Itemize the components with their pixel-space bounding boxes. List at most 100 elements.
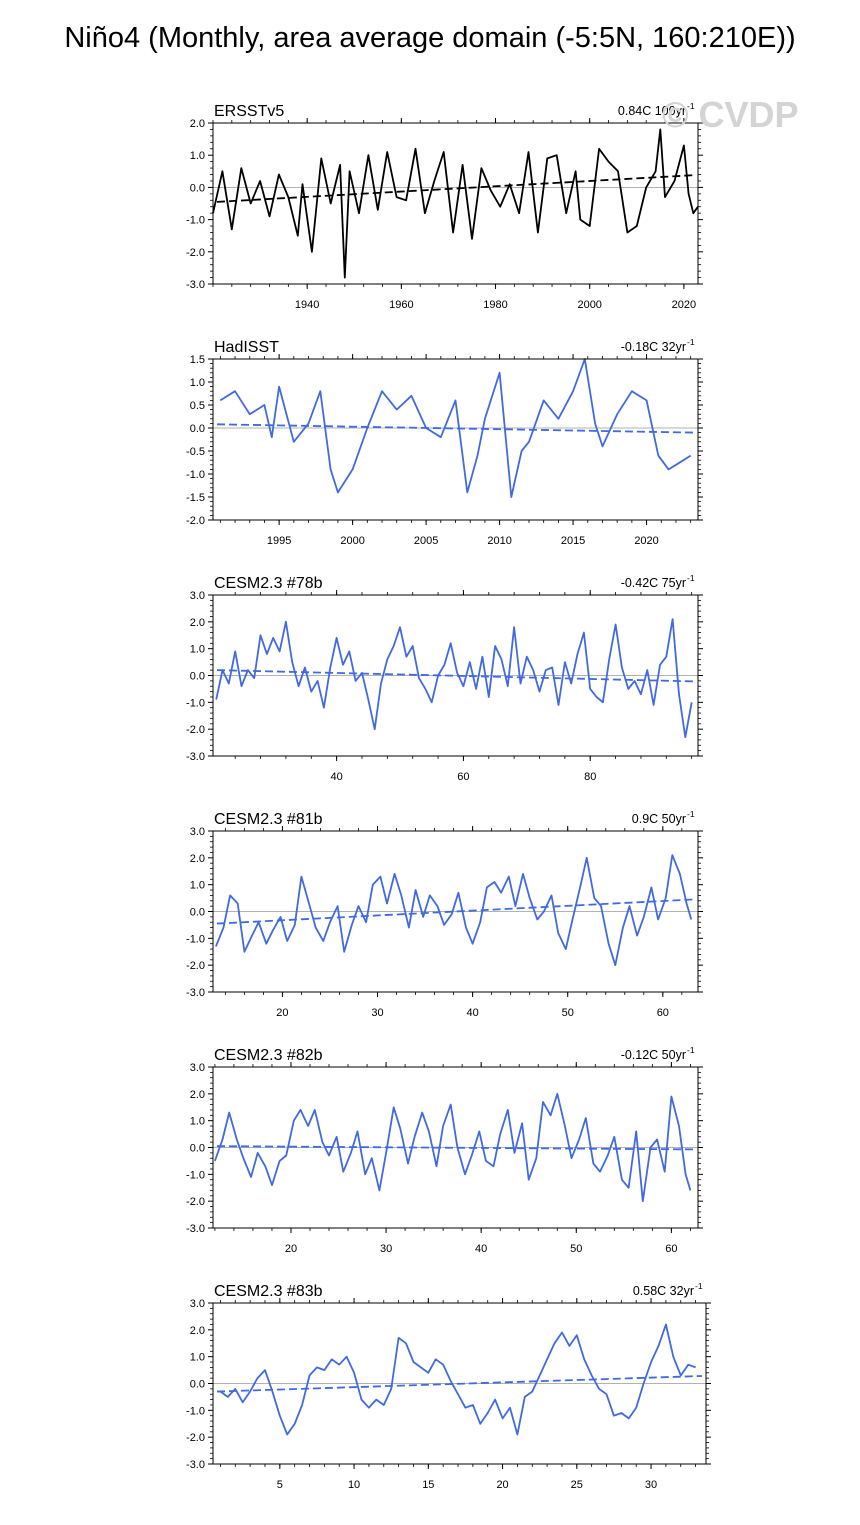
trend-superscript: -1	[687, 573, 695, 583]
x-tick-label: 2005	[414, 535, 438, 547]
x-tick-label: 2000	[577, 299, 601, 311]
y-tick-label: 2.0	[190, 853, 205, 865]
y-tick-label: 1.0	[190, 150, 205, 162]
x-tick-label: 25	[571, 1479, 583, 1491]
x-tick-label: 5	[277, 1479, 283, 1491]
y-tick-label: 3.0	[190, 826, 205, 838]
y-tick-label: 1.5	[190, 354, 205, 366]
x-tick-label: 60	[665, 1243, 677, 1255]
y-tick-label: 0.0	[190, 1143, 205, 1155]
x-tick-label: 20	[496, 1479, 508, 1491]
x-tick-label: 2010	[487, 535, 511, 547]
trend-label: 0.84C 100yr	[618, 104, 686, 118]
series-line	[219, 358, 692, 498]
trend-superscript: -1	[695, 1281, 703, 1291]
x-tick-label: 40	[331, 771, 343, 783]
x-tick-label: 15	[422, 1479, 434, 1491]
y-tick-label: 3.0	[190, 590, 205, 602]
plot-frame	[212, 594, 699, 757]
panel-title: CESM2.3 #83b	[214, 1283, 323, 1300]
y-tick-label: 1.0	[190, 880, 205, 892]
series-line	[214, 1092, 692, 1203]
y-tick-label: 1.0	[190, 377, 205, 389]
series-line	[212, 128, 699, 279]
panel-title: CESM2.3 #81b	[214, 811, 323, 828]
trend-label: -0.42C 75yr	[621, 576, 686, 590]
y-tick-label: -2.0	[186, 724, 205, 736]
y-tick-label: 2.0	[190, 1325, 205, 1337]
y-tick-label: -2.0	[186, 1432, 205, 1444]
page-title: Niño4 (Monthly, area average domain (-5:…	[64, 22, 796, 54]
panel-3: CESM2.3 #78b -0.42C 75yr -1 3.0 2.0 1.0 0.0 -1.…	[186, 573, 703, 783]
x-tick-label: 10	[348, 1479, 360, 1491]
y-tick-label: -0.5	[186, 446, 205, 458]
trend-line	[216, 423, 695, 434]
y-tick-label: -1.0	[186, 933, 205, 945]
x-tick-label: 50	[570, 1243, 582, 1255]
trend-label: 0.58C 32yr	[633, 1284, 694, 1298]
trend-superscript: -1	[687, 1045, 695, 1055]
y-tick-label: 0.0	[190, 182, 205, 194]
y-tick-label: 1.0	[190, 644, 205, 656]
x-tick-label: 1960	[389, 299, 413, 311]
trend-line	[216, 174, 695, 203]
trend-label: 0.9C 50yr	[632, 812, 686, 826]
x-tick-label: 2020	[672, 299, 696, 311]
trend-line	[216, 898, 695, 925]
series-line	[219, 1323, 696, 1436]
y-tick-label: -2.0	[186, 960, 205, 972]
y-tick-label: -2.0	[186, 1196, 205, 1208]
panel-title: ERSSTv5	[214, 103, 284, 120]
cvdp-watermark: © CVDP	[662, 94, 799, 135]
plot-frame	[212, 358, 699, 521]
plot-frame	[212, 1302, 707, 1465]
trend-label: -0.12C 50yr	[621, 1048, 686, 1062]
y-tick-label: -2.0	[186, 515, 205, 527]
x-tick-label: 2020	[634, 535, 658, 547]
panel-1: ERSSTv5 0.84C 100yr -1 2.0 1.0 0.0 -1.0 -2.0 -3.…	[186, 101, 703, 311]
panel-5: CESM2.3 #82b -0.12C 50yr -1 3.0 2.0 1.0 0.0 -1.…	[186, 1045, 703, 1255]
x-tick-label: 30	[645, 1479, 657, 1491]
panel-title: HadISST	[214, 339, 279, 356]
plot-frame	[212, 1066, 699, 1229]
y-tick-label: 0.0	[190, 907, 205, 919]
y-tick-label: 0.0	[190, 423, 205, 435]
y-tick-label: -3.0	[186, 751, 205, 763]
trend-superscript: -1	[687, 337, 695, 347]
x-tick-label: 1940	[295, 299, 319, 311]
y-tick-label: 1.0	[190, 1352, 205, 1364]
x-tick-label: 1980	[483, 299, 507, 311]
y-tick-label: 0.5	[190, 400, 205, 412]
y-tick-label: 2.0	[190, 118, 205, 130]
y-tick-label: 2.0	[190, 1089, 205, 1101]
panel-4: CESM2.3 #81b 0.9C 50yr -1 3.0 2.0 1.0 0.0 -1.0 -…	[186, 809, 703, 1019]
trend-line	[216, 1375, 703, 1393]
x-tick-label: 2000	[340, 535, 364, 547]
x-tick-label: 80	[584, 771, 596, 783]
y-tick-label: -1.0	[186, 215, 205, 227]
x-tick-label: 20	[276, 1007, 288, 1019]
x-tick-label: 60	[657, 1007, 669, 1019]
x-tick-label: 20	[285, 1243, 297, 1255]
x-tick-label: 40	[475, 1243, 487, 1255]
y-tick-label: 2.0	[190, 617, 205, 629]
plot-frame	[212, 122, 699, 285]
y-tick-label: -3.0	[186, 987, 205, 999]
plot-frame	[212, 830, 699, 993]
trend-superscript: -1	[687, 101, 695, 111]
y-tick-label: 3.0	[190, 1298, 205, 1310]
x-tick-label: 50	[562, 1007, 574, 1019]
x-tick-label: 1995	[267, 535, 291, 547]
y-tick-label: -3.0	[186, 1459, 205, 1471]
panel-6: CESM2.3 #83b 0.58C 32yr -1 3.0 2.0 1.0 0.0 -1.0…	[186, 1281, 711, 1491]
x-tick-label: 30	[371, 1007, 383, 1019]
trend-label: -0.18C 32yr	[621, 340, 686, 354]
y-tick-label: -1.0	[186, 1169, 205, 1181]
trend-superscript: -1	[687, 809, 695, 819]
y-tick-label: -1.0	[186, 1405, 205, 1417]
series-line	[215, 854, 693, 967]
y-tick-label: -3.0	[186, 1223, 205, 1235]
y-tick-label: -2.0	[186, 247, 205, 259]
trend-line	[216, 669, 695, 683]
